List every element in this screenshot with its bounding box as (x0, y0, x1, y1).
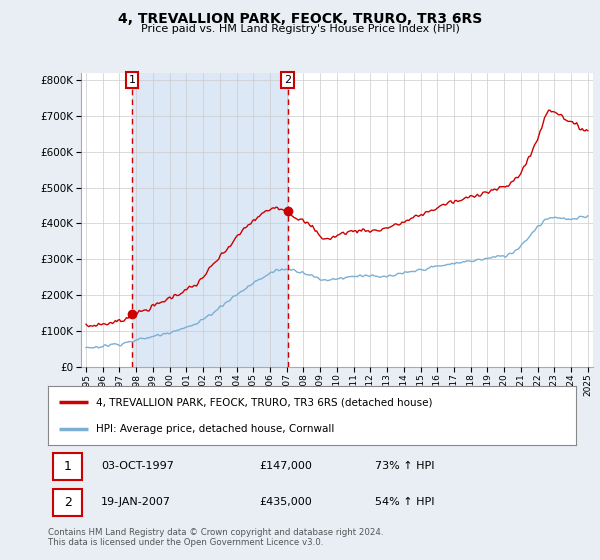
Bar (132, 73, 287, 367)
Text: Contains HM Land Registry data © Crown copyright and database right 2024.
This d: Contains HM Land Registry data © Crown c… (48, 528, 383, 547)
Text: £435,000: £435,000 (259, 497, 312, 507)
Text: 1: 1 (128, 75, 136, 85)
Bar (53, 489, 82, 516)
Text: 4, TREVALLION PARK, FEOCK, TRURO, TR3 6RS (detached house): 4, TREVALLION PARK, FEOCK, TRURO, TR3 6R… (95, 397, 432, 407)
Text: 2: 2 (64, 496, 72, 509)
Text: Price paid vs. HM Land Registry's House Price Index (HPI): Price paid vs. HM Land Registry's House … (140, 24, 460, 34)
Text: 4, TREVALLION PARK, FEOCK, TRURO, TR3 6RS: 4, TREVALLION PARK, FEOCK, TRURO, TR3 6R… (118, 12, 482, 26)
Text: 1: 1 (64, 460, 72, 473)
Bar (53, 452, 82, 480)
Text: 19-JAN-2007: 19-JAN-2007 (101, 497, 171, 507)
Text: 73% ↑ HPI: 73% ↑ HPI (376, 461, 435, 471)
Text: HPI: Average price, detached house, Cornwall: HPI: Average price, detached house, Corn… (95, 424, 334, 435)
Text: 03-OCT-1997: 03-OCT-1997 (101, 461, 173, 471)
Text: 2: 2 (284, 75, 291, 85)
Text: £147,000: £147,000 (259, 461, 312, 471)
Text: 54% ↑ HPI: 54% ↑ HPI (376, 497, 435, 507)
